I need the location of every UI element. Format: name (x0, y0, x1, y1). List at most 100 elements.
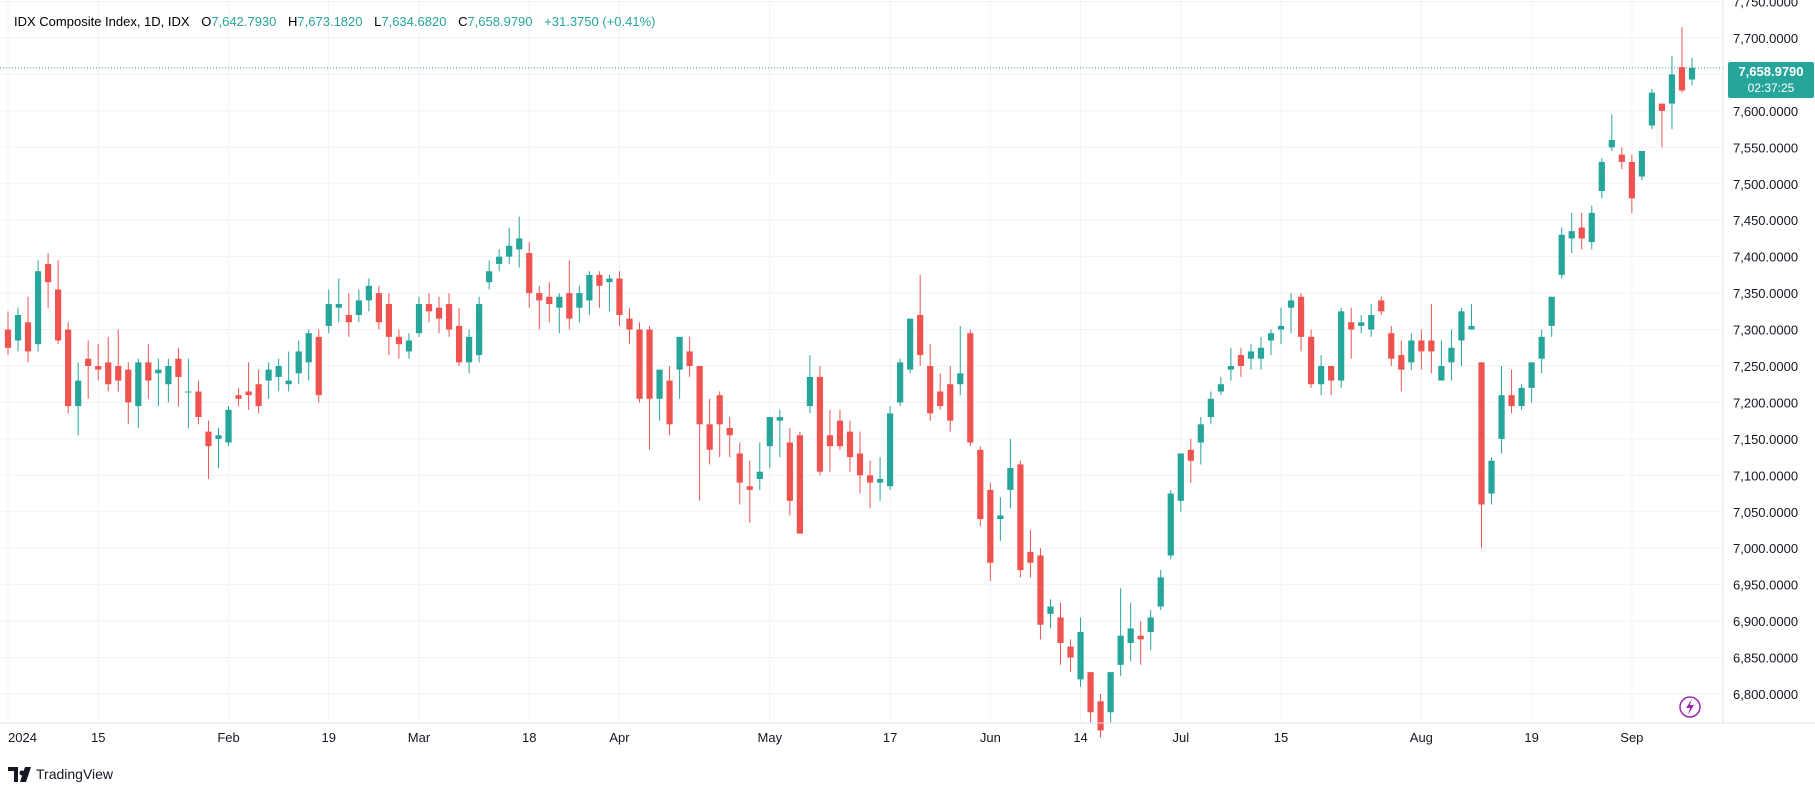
candle[interactable] (937, 373, 944, 410)
candle[interactable] (646, 325, 653, 450)
candle[interactable] (375, 285, 382, 330)
candle[interactable] (1107, 672, 1114, 724)
candle[interactable] (1017, 460, 1024, 578)
candle[interactable] (977, 446, 984, 527)
candle[interactable] (606, 274, 613, 312)
candle[interactable] (1227, 347, 1235, 381)
candle[interactable] (947, 366, 954, 432)
candle[interactable] (766, 417, 773, 469)
candle[interactable] (1137, 621, 1144, 665)
candle[interactable] (325, 289, 332, 334)
candle[interactable] (1378, 296, 1385, 315)
candle[interactable] (1628, 154, 1635, 213)
candle[interactable] (1177, 453, 1184, 512)
candle[interactable] (4, 311, 12, 356)
candle[interactable] (726, 417, 733, 458)
candle[interactable] (1207, 391, 1214, 425)
candle[interactable] (566, 260, 573, 330)
candle[interactable] (1608, 114, 1615, 151)
candle[interactable] (506, 227, 513, 264)
time-axis[interactable]: 2024 15 Feb 19 Mar 18 Apr May 17 Jun 14 Jul 15 Aug 19 S… (8, 730, 1643, 745)
candle[interactable] (846, 420, 854, 472)
candle[interactable] (1458, 307, 1465, 366)
candle[interactable] (1428, 304, 1435, 374)
candle[interactable] (225, 406, 232, 447)
candle[interactable] (1528, 362, 1535, 403)
candle[interactable] (907, 318, 914, 374)
candle[interactable] (987, 482, 994, 582)
candle[interactable] (676, 336, 683, 399)
candle[interactable] (275, 358, 282, 392)
candle[interactable] (425, 293, 433, 323)
candle[interactable] (476, 296, 483, 363)
candle[interactable] (65, 322, 72, 414)
candle[interactable] (1448, 329, 1455, 381)
candle[interactable] (405, 333, 413, 359)
candle[interactable] (95, 344, 102, 381)
candle[interactable] (866, 460, 874, 509)
candle[interactable] (816, 366, 824, 476)
candle[interactable] (917, 274, 924, 366)
candle[interactable] (1197, 417, 1204, 465)
candle[interactable] (285, 351, 292, 392)
candle[interactable] (746, 460, 753, 523)
candle[interactable] (1408, 333, 1415, 370)
candle[interactable] (1328, 366, 1335, 396)
candle[interactable] (1027, 530, 1034, 578)
candle[interactable] (1147, 610, 1154, 651)
candle[interactable] (465, 329, 473, 374)
candle[interactable] (706, 398, 713, 465)
candle[interactable] (836, 409, 844, 450)
candle[interactable] (716, 391, 723, 458)
candle[interactable] (596, 271, 603, 308)
candle[interactable] (1688, 57, 1696, 86)
candle[interactable] (85, 340, 92, 399)
candle[interactable] (1538, 329, 1545, 374)
candle[interactable] (385, 293, 393, 356)
candle[interactable] (55, 260, 62, 345)
candle[interactable] (1438, 340, 1445, 381)
candle[interactable] (215, 427, 222, 469)
candle[interactable] (305, 329, 312, 381)
candle[interactable] (1167, 489, 1174, 560)
candle[interactable] (445, 293, 453, 337)
candle[interactable] (145, 344, 152, 399)
candle[interactable] (75, 362, 82, 436)
candle[interactable] (1247, 344, 1255, 370)
candle[interactable] (1398, 340, 1405, 392)
candle[interactable] (245, 362, 252, 410)
candle[interactable] (335, 278, 342, 323)
candle[interactable] (1267, 329, 1275, 356)
candle[interactable] (1468, 304, 1475, 330)
candle[interactable] (1007, 438, 1014, 509)
candle[interactable] (34, 260, 42, 352)
candle[interactable] (1047, 599, 1054, 629)
candle[interactable] (626, 307, 633, 345)
candle[interactable] (1338, 307, 1345, 388)
candle[interactable] (927, 344, 934, 421)
candle[interactable] (656, 369, 663, 421)
price-axis[interactable]: 6,800.0000 6,850.0000 6,900.0000 6,950.0000… (1733, 0, 1798, 702)
candle[interactable] (1488, 457, 1495, 505)
candle[interactable] (175, 347, 182, 407)
candle[interactable] (776, 409, 783, 458)
candle[interactable] (1307, 329, 1315, 388)
candle[interactable] (1648, 89, 1656, 130)
candle[interactable] (1217, 376, 1224, 396)
candle[interactable] (205, 420, 212, 479)
candle[interactable] (1658, 103, 1666, 148)
candle[interactable] (897, 358, 904, 407)
candle[interactable] (1388, 325, 1395, 366)
candle[interactable] (1548, 296, 1555, 337)
candle[interactable] (1117, 588, 1124, 676)
candle[interactable] (1498, 366, 1505, 454)
candle[interactable] (1508, 369, 1515, 414)
candle[interactable] (806, 355, 814, 414)
candle[interactable] (496, 249, 503, 272)
candle[interactable] (395, 329, 403, 359)
candle[interactable] (1077, 617, 1084, 687)
candle[interactable] (786, 427, 793, 516)
candle[interactable] (556, 293, 563, 334)
